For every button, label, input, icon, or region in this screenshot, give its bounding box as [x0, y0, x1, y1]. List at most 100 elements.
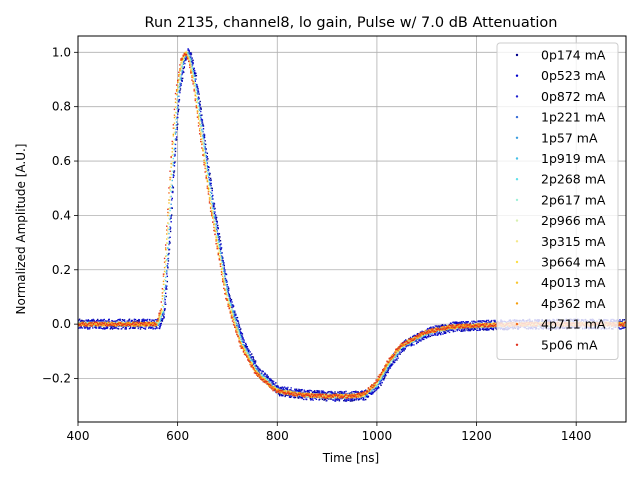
data-point — [104, 320, 107, 323]
data-point — [297, 395, 299, 397]
data-point — [200, 116, 202, 118]
data-point — [213, 212, 216, 215]
data-point — [415, 338, 418, 340]
data-point — [328, 390, 330, 393]
data-point — [192, 68, 195, 70]
data-point — [372, 392, 374, 394]
data-point — [204, 152, 206, 154]
data-point — [620, 328, 622, 330]
data-point — [221, 257, 224, 260]
data-point — [310, 399, 312, 401]
data-point — [312, 399, 314, 401]
data-point — [203, 136, 206, 138]
data-point — [452, 321, 454, 324]
data-point — [450, 322, 452, 325]
data-point — [143, 320, 146, 323]
data-point — [619, 328, 621, 330]
data-point — [414, 339, 417, 342]
data-point — [254, 360, 257, 362]
data-point — [205, 155, 207, 158]
data-point — [277, 386, 280, 388]
data-point — [492, 327, 495, 330]
data-point — [336, 399, 338, 401]
data-point — [253, 359, 255, 361]
data-point — [220, 255, 223, 257]
data-point — [248, 349, 250, 352]
data-point — [366, 395, 368, 397]
data-point — [234, 317, 236, 319]
data-point — [170, 221, 172, 223]
data-point — [237, 325, 239, 327]
data-point — [422, 335, 424, 337]
data-point — [469, 328, 471, 331]
data-point — [380, 376, 383, 379]
data-point — [315, 392, 317, 394]
data-point — [163, 313, 165, 315]
data-point — [217, 227, 219, 229]
data-point — [167, 266, 169, 268]
data-point — [470, 328, 472, 331]
data-point — [211, 196, 213, 198]
data-point — [169, 236, 171, 239]
data-point — [291, 395, 293, 398]
data-point — [86, 326, 89, 328]
data-point — [215, 217, 217, 220]
data-point — [290, 389, 292, 391]
data-point — [220, 247, 223, 249]
data-point — [215, 218, 217, 221]
data-point — [343, 391, 346, 393]
data-point — [401, 350, 404, 353]
data-point — [168, 243, 170, 246]
data-point — [255, 368, 258, 371]
data-point — [199, 108, 201, 110]
data-point — [388, 368, 390, 370]
data-point — [141, 319, 143, 321]
data-point — [221, 261, 224, 264]
data-point — [217, 234, 219, 237]
data-point — [209, 184, 212, 187]
data-point — [168, 249, 170, 251]
data-point — [305, 398, 307, 400]
data-point — [483, 328, 485, 330]
data-point — [389, 365, 391, 367]
data-point — [334, 392, 337, 395]
data-point — [244, 345, 247, 347]
data-point — [272, 383, 275, 385]
data-point — [174, 150, 177, 153]
data-point — [219, 250, 222, 252]
data-point — [198, 114, 201, 117]
data-point — [214, 214, 217, 217]
data-point — [126, 320, 129, 322]
data-point — [337, 398, 339, 401]
data-point — [415, 342, 418, 345]
data-point — [473, 320, 475, 323]
data-point — [189, 57, 191, 60]
data-point — [387, 371, 389, 374]
data-point — [176, 128, 178, 130]
data-point — [622, 319, 624, 321]
data-point — [460, 321, 463, 323]
data-point — [469, 329, 472, 332]
data-point — [365, 394, 367, 396]
data-point — [266, 378, 269, 381]
data-point — [100, 318, 102, 321]
data-point — [152, 328, 154, 330]
data-point — [100, 327, 103, 330]
data-point — [183, 61, 185, 63]
data-point — [399, 353, 401, 355]
data-point — [416, 341, 418, 343]
data-point — [419, 339, 421, 341]
data-point — [195, 89, 198, 91]
data-point — [129, 326, 132, 328]
data-point — [415, 339, 418, 341]
data-point — [89, 326, 91, 329]
data-point — [114, 320, 116, 323]
data-point — [221, 256, 224, 259]
data-point — [258, 369, 260, 371]
data-point — [457, 322, 460, 324]
data-point — [197, 89, 199, 91]
data-point — [186, 52, 189, 54]
data-point — [167, 246, 169, 249]
data-point — [411, 344, 413, 346]
data-point — [223, 270, 225, 272]
